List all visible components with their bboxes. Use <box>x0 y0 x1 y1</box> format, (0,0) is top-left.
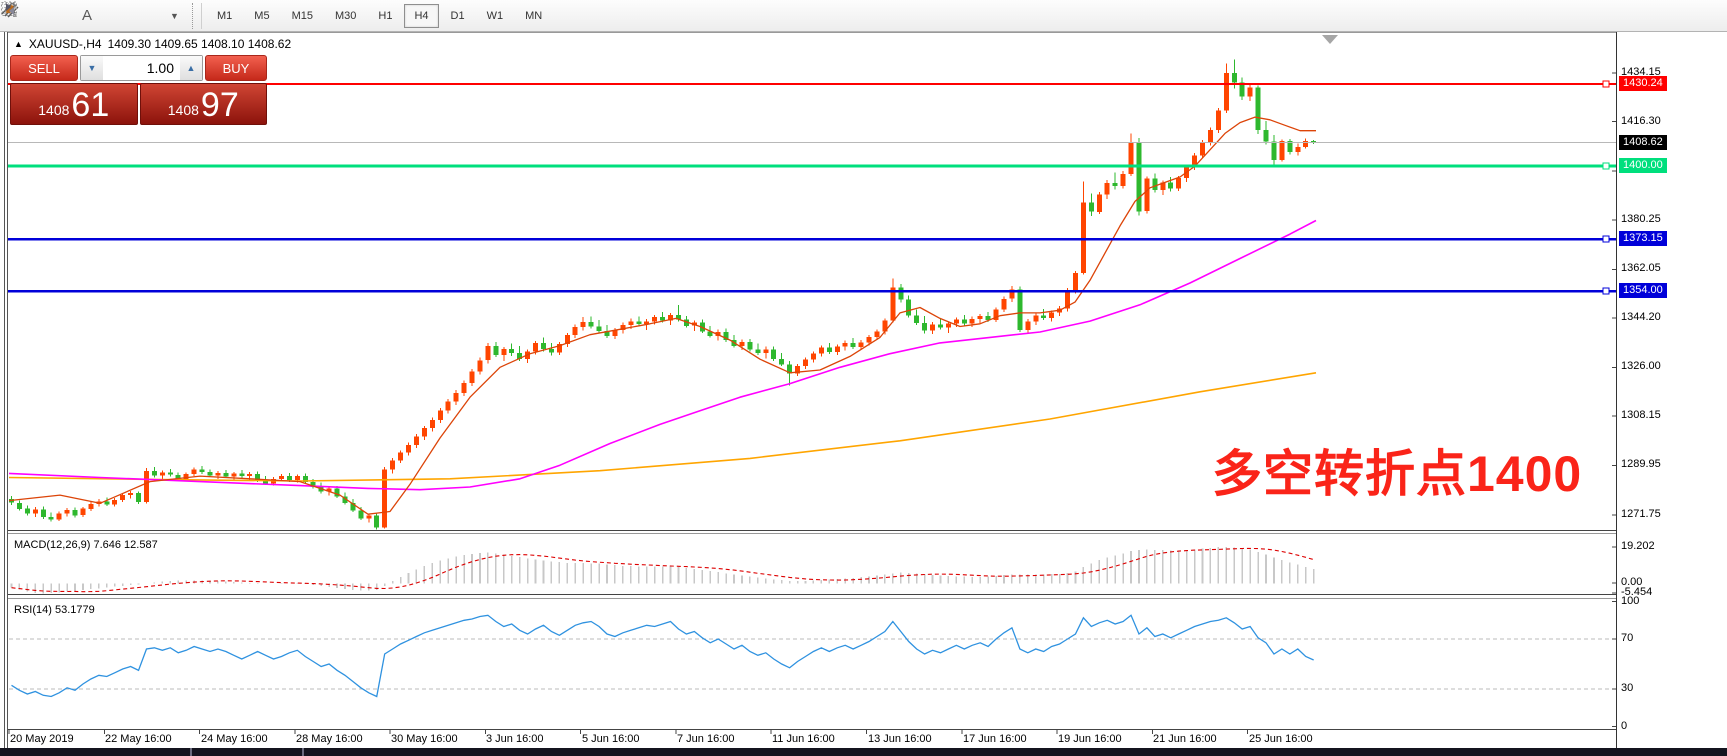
chart-annotation-text: 多空转折点1400 <box>1212 446 1583 502</box>
macd-histogram <box>10 547 1315 594</box>
macd-tick-label: 19.202 <box>1621 540 1655 552</box>
x-tick-label: 25 Jun 16:00 <box>1249 733 1313 745</box>
symbol-title: XAUUSD-,H4 <box>28 37 102 51</box>
ask-price-prefix: 1408 <box>167 102 199 118</box>
x-tick-label: 13 Jun 16:00 <box>868 733 932 745</box>
rsi-tick-label: 0 <box>1621 720 1628 732</box>
volume-increase-button[interactable]: ▲ <box>180 56 202 80</box>
x-tick-label: 20 May 2019 <box>10 733 74 745</box>
rsi-tick-label: 30 <box>1621 682 1634 694</box>
y-tick-label: 1380.25 <box>1621 213 1661 225</box>
y-tick-label: 1326.00 <box>1621 360 1661 372</box>
price-line-chip: 1354.00 <box>1619 283 1667 298</box>
ask-price-big: 97 <box>200 86 239 124</box>
y-tick-label: 1271.75 <box>1621 508 1661 520</box>
x-tick-label: 22 May 16:00 <box>105 733 172 745</box>
ohlc-quote: 1409.30 1409.65 1408.10 1408.62 <box>107 37 292 51</box>
x-tick-label: 7 Jun 16:00 <box>677 733 735 745</box>
autoscroll-marker-icon <box>1322 35 1338 44</box>
text-label-icon[interactable]: A <box>81 7 92 24</box>
tf-button-M15[interactable]: M15 <box>291 9 313 22</box>
volume-decrease-button[interactable]: ▼ <box>81 56 103 80</box>
x-tick-label: 28 May 16:00 <box>296 733 363 745</box>
y-tick-label: 1416.30 <box>1621 115 1661 127</box>
y-tick-label: 1434.15 <box>1621 66 1661 78</box>
y-tick-label: 1362.05 <box>1621 262 1661 274</box>
price-line-chip: 1400.00 <box>1619 158 1667 173</box>
x-tick-label: 21 Jun 16:00 <box>1153 733 1217 745</box>
tf-button-D1[interactable]: D1 <box>450 9 465 22</box>
volume-input[interactable] <box>103 56 180 80</box>
ma-slow-line <box>8 372 1317 482</box>
x-tick-label: 30 May 16:00 <box>391 733 458 745</box>
taskbar-divider <box>302 748 304 756</box>
candlestick-series <box>9 59 1317 530</box>
macd-signal-line <box>11 547 1314 593</box>
x-tick-label: 17 Jun 16:00 <box>963 733 1027 745</box>
tf-button-MN[interactable]: MN <box>525 9 543 22</box>
tf-button-M5[interactable]: M5 <box>254 9 270 22</box>
taskbar-divider <box>190 748 192 756</box>
collapse-icon[interactable]: ▲ <box>14 39 23 49</box>
sell-button[interactable]: SELL <box>10 55 78 81</box>
rsi-tick-label: 100 <box>1621 595 1640 607</box>
toolbar-separator <box>192 2 202 29</box>
one-click-trading-panel: SELL ▼ ▲ BUY 1408 61 1408 97 <box>10 55 267 125</box>
macd-tick-label: 0.00 <box>1621 576 1643 588</box>
tf-button-W1[interactable]: W1 <box>486 9 504 22</box>
bid-price-big: 61 <box>71 86 110 124</box>
bottom-taskbar <box>0 748 1727 756</box>
ma-fast-line <box>8 116 1316 515</box>
tile-windows-icon[interactable] <box>6 3 170 29</box>
x-tick-label: 5 Jun 16:00 <box>582 733 640 745</box>
buy-button[interactable]: BUY <box>205 55 267 81</box>
tf-button-M30[interactable]: M30 <box>334 9 357 22</box>
y-tick-label: 1308.15 <box>1621 409 1661 421</box>
toolbar-dropdown-caret[interactable]: ▼ <box>170 10 179 21</box>
price-line-chip: 1430.24 <box>1619 76 1667 91</box>
x-tick-label: 24 May 16:00 <box>201 733 268 745</box>
rsi-tick-label: 70 <box>1621 632 1634 644</box>
x-tick-label: 19 Jun 16:00 <box>1058 733 1122 745</box>
y-tick-label: 1344.20 <box>1621 311 1661 323</box>
rsi-line <box>11 614 1314 698</box>
price-line-chip: 1408.62 <box>1619 135 1667 150</box>
bid-price-prefix: 1408 <box>38 102 70 118</box>
y-tick-label: 1289.95 <box>1621 458 1661 470</box>
x-tick-label: 11 Jun 16:00 <box>772 733 835 745</box>
macd-label: MACD(12,26,9) 7.646 12.587 <box>14 539 158 551</box>
tf-button-H1[interactable]: H1 <box>378 9 393 22</box>
macd-tick-label: -5.454 <box>1621 586 1653 598</box>
buy-price-tile[interactable]: 1408 97 <box>139 83 267 125</box>
volume-stepper: ▼ ▲ <box>80 55 203 81</box>
price-line-chip: 1373.15 <box>1619 231 1667 246</box>
chart-header: ▲ XAUUSD-,H4 1409.30 1409.65 1408.10 140… <box>14 37 291 51</box>
timeframe-buttons: M1 M5 M15 M30 H1 H4 D1 W1 MN <box>206 3 553 28</box>
ma-mid-line <box>8 219 1317 491</box>
x-tick-label: 3 Jun 16:00 <box>486 733 544 745</box>
tf-button-M1[interactable]: M1 <box>217 9 233 22</box>
rsi-label: RSI(14) 53.1779 <box>14 604 95 616</box>
sell-price-tile[interactable]: 1408 61 <box>10 83 138 125</box>
tf-button-H4[interactable]: H4 <box>404 3 439 28</box>
